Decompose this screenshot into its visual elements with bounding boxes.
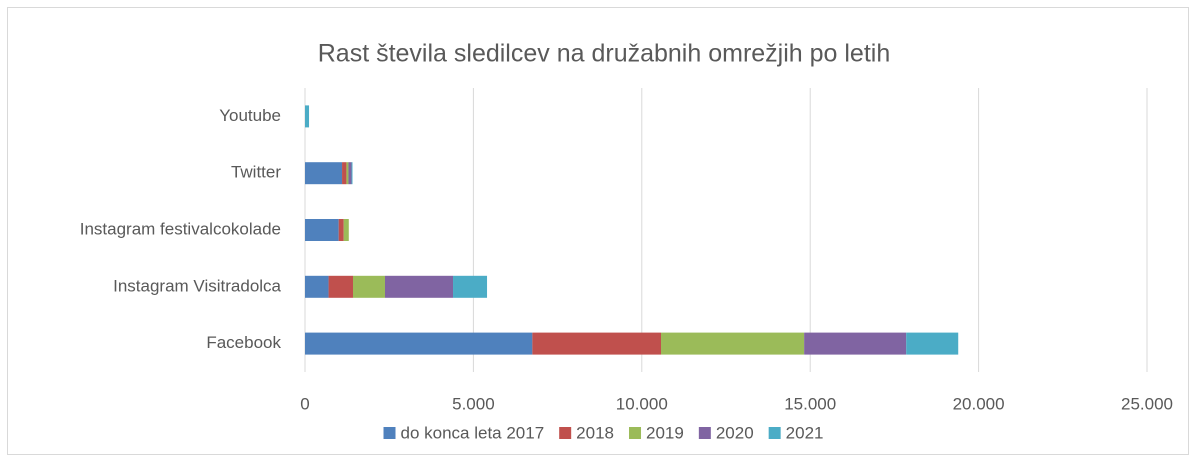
bar — [906, 332, 959, 355]
bar — [305, 219, 339, 241]
y-tick-label: Instagram Visitradolca — [113, 276, 281, 295]
y-tick-label: Youtube — [219, 106, 281, 125]
bar — [453, 275, 488, 298]
bar — [305, 332, 533, 355]
legend-label: do konca leta 2017 — [401, 423, 545, 442]
x-tick-label: 15.000 — [784, 394, 836, 413]
legend-label: 2018 — [576, 423, 614, 442]
chart-title: Rast števila sledilcev na družabnih omre… — [318, 40, 891, 68]
bar — [305, 105, 310, 128]
y-tick-label: Instagram festivalcokolade — [80, 219, 281, 238]
legend-swatch — [383, 427, 396, 439]
x-tick-label: 25.000 — [1121, 394, 1173, 413]
x-tick-label: 10.000 — [616, 394, 668, 413]
bar — [342, 162, 347, 185]
legend-swatch — [559, 427, 572, 439]
bar — [352, 275, 385, 298]
bar — [532, 332, 661, 355]
bar — [343, 219, 349, 241]
bar — [660, 332, 805, 355]
bar — [348, 162, 352, 185]
bar — [338, 219, 344, 241]
bar — [305, 275, 329, 298]
bar — [305, 162, 343, 185]
legend-label: 2019 — [646, 423, 684, 442]
y-tick-label: Twitter — [231, 163, 281, 182]
legend-label: 2021 — [786, 423, 824, 442]
bar — [804, 332, 907, 355]
legend-swatch — [768, 427, 781, 439]
x-tick-label: 0 — [300, 394, 309, 413]
x-tick-label: 5.000 — [452, 394, 495, 413]
bar — [384, 275, 454, 298]
chart-border — [7, 7, 1189, 455]
legend-label: 2020 — [716, 423, 754, 442]
x-tick-label: 20.000 — [953, 394, 1005, 413]
bar — [346, 162, 349, 185]
y-tick-label: Facebook — [206, 333, 281, 352]
bar — [351, 162, 353, 185]
bar — [328, 275, 353, 298]
legend-swatch — [698, 427, 711, 439]
legend-swatch — [629, 427, 642, 439]
